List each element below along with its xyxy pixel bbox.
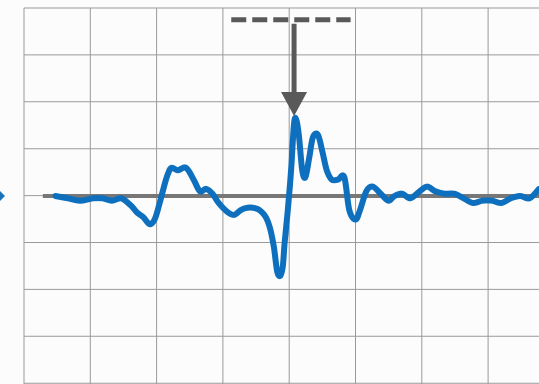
marker-layer <box>281 23 308 116</box>
series-line-0 <box>52 114 539 280</box>
side-pointer-triangle <box>0 191 5 201</box>
marker-arrow-head <box>281 92 308 116</box>
pointer-layer <box>0 191 5 201</box>
series-layer <box>52 114 539 280</box>
